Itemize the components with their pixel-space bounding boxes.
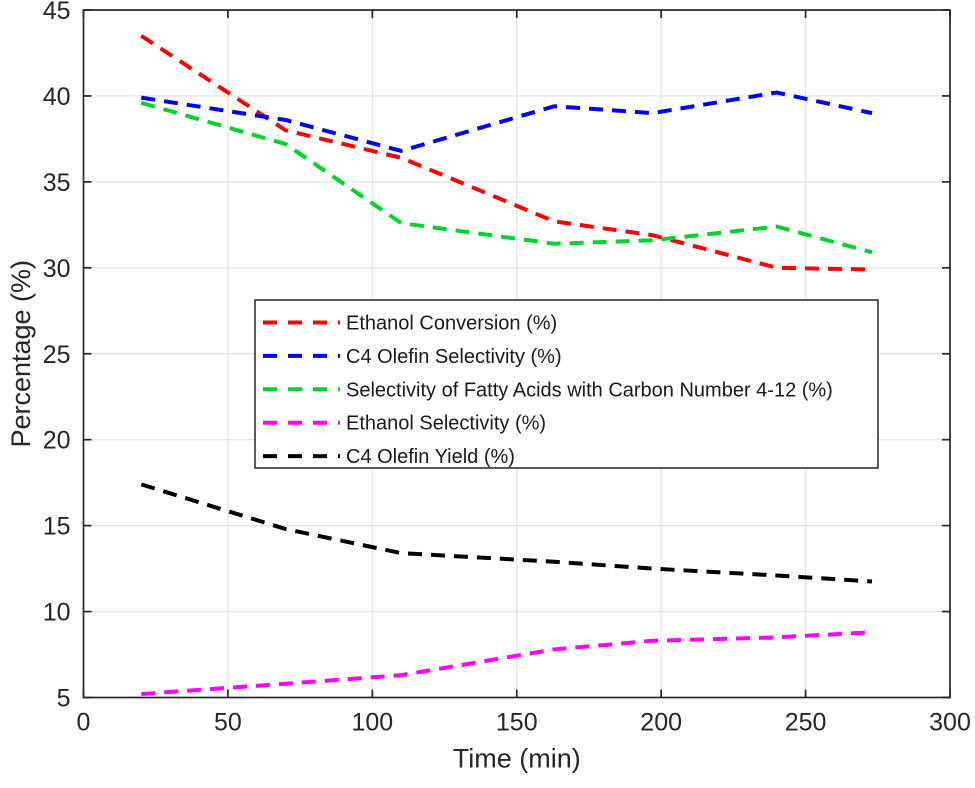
series-line-ethanol-selectivity [141,630,873,697]
y-tick-label: 20 [43,427,71,455]
y-axis-label: Percentage (%) [6,260,36,448]
y-tick-label: 45 [43,0,71,25]
x-tick-label: 0 [77,709,91,737]
x-axis-label: Time (min) [453,744,581,774]
y-tick-label: 35 [43,169,71,197]
legend-entry-ethanol-conversion: Ethanol Conversion (%) [263,313,557,335]
tick-labels: 0 50 100 150 200 250 300 5 10 15 20 25 30 35 40 45 [43,0,971,737]
x-tick-label: 200 [640,709,682,737]
legend-box [254,299,879,469]
legend-entry-c4-olefin-yield: C4 Olefin Yield (%) [263,446,515,468]
x-tick-label: 150 [496,709,538,737]
series-line-c4-olefin-selectivity [140,90,873,154]
series-line-selectivity-of-fatty-acids-with-carbon-number-4-12 [140,100,873,255]
series-line-ethanol-conversion [140,34,873,272]
legend-entry-selectivity-of-fatty-acids-with-carbon-number-4-12: Selectivity of Fatty Acids with Carbon N… [263,379,833,401]
y-tick-label: 10 [43,599,71,627]
y-tick-label: 30 [43,255,71,283]
legend-label: C4 Olefin Yield (%) [346,446,515,468]
x-tick-label: 300 [929,709,971,737]
series-line-c4-olefin-yield [140,482,873,584]
y-tick-label: 15 [43,513,71,541]
x-tick-label: 100 [351,709,393,737]
x-tick-label: 250 [785,709,827,737]
legend-label: Selectivity of Fatty Acids with Carbon N… [346,379,833,401]
legend-entry-c4-olefin-selectivity: C4 Olefin Selectivity (%) [263,346,562,368]
legend-label: Ethanol Conversion (%) [346,313,557,335]
y-tick-label: 5 [57,685,71,713]
y-tick-label: 25 [43,341,71,369]
series-lines [140,34,873,697]
y-tick-label: 40 [43,83,71,111]
legend: Ethanol Conversion (%) C4 Olefin Selectiv… [254,299,879,469]
legend-entry-ethanol-selectivity: Ethanol Selectivity (%) [263,413,546,435]
legend-label: C4 Olefin Selectivity (%) [346,346,562,368]
legend-label: Ethanol Selectivity (%) [346,413,546,435]
x-tick-label: 50 [214,709,242,737]
tick-marks [82,9,951,699]
